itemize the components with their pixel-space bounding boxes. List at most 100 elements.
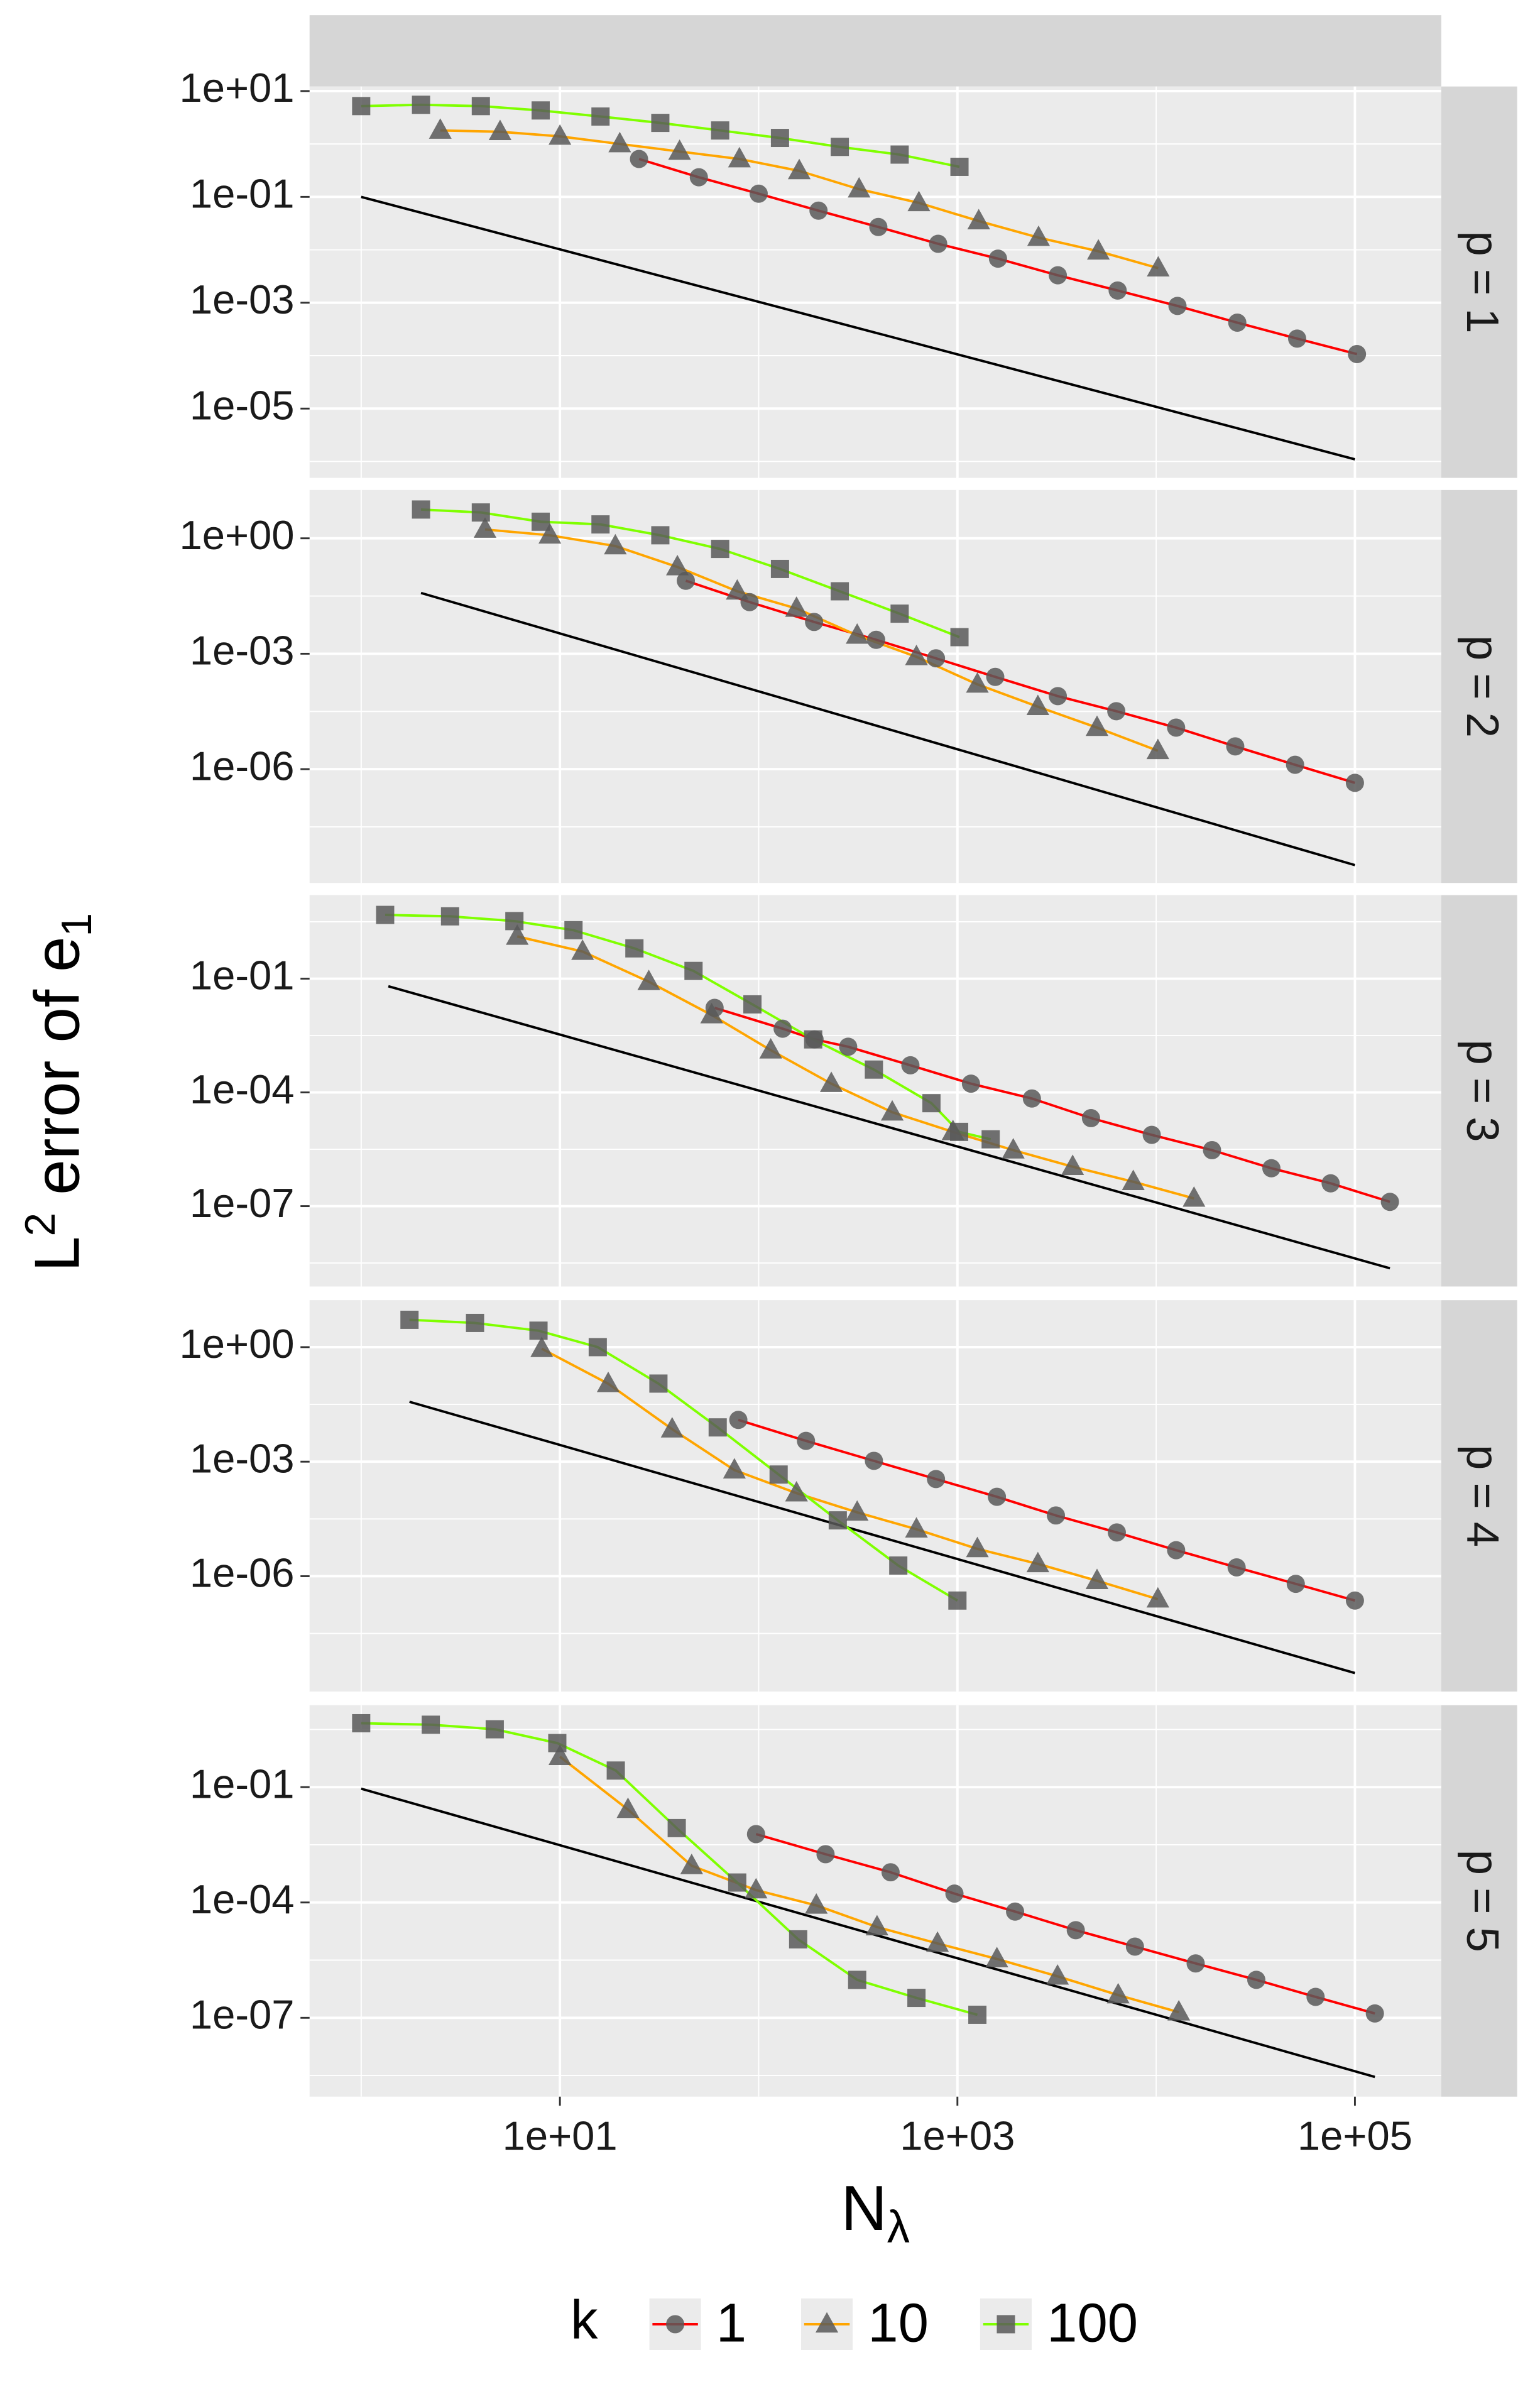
point xyxy=(839,1037,858,1056)
legend-label: 1 xyxy=(716,2293,746,2354)
point xyxy=(981,1130,1000,1149)
point xyxy=(649,1374,668,1393)
point xyxy=(968,2005,987,2024)
point xyxy=(789,1930,807,1949)
y-tick-label: 1e+01 xyxy=(179,65,294,111)
point xyxy=(549,124,572,145)
point xyxy=(1087,239,1110,260)
point xyxy=(677,571,696,590)
point xyxy=(831,582,849,601)
point xyxy=(571,939,594,960)
y-tick-label: 1e-06 xyxy=(190,743,295,789)
point xyxy=(746,1825,765,1844)
point xyxy=(846,623,869,644)
point xyxy=(1286,1575,1305,1593)
point xyxy=(1146,738,1169,760)
point xyxy=(596,1371,620,1392)
point xyxy=(805,1893,828,1914)
point xyxy=(1262,1159,1281,1178)
x-tick-label: 1e+05 xyxy=(1297,2113,1412,2159)
point xyxy=(865,1060,883,1079)
point xyxy=(785,1480,808,1502)
point xyxy=(637,970,660,990)
point xyxy=(985,1947,1008,1967)
point xyxy=(804,1030,822,1049)
point xyxy=(651,526,670,545)
point xyxy=(1345,1591,1364,1610)
point xyxy=(1287,329,1306,348)
y-tick-label: 1e-01 xyxy=(190,953,295,998)
point xyxy=(745,1877,768,1899)
series-line xyxy=(409,1318,958,1602)
legend-marker xyxy=(997,2315,1015,2334)
point xyxy=(948,1591,967,1610)
point xyxy=(831,138,849,156)
panel-strip xyxy=(1441,895,1517,1287)
y-tick-label: 1e-07 xyxy=(190,1180,295,1226)
panel-background xyxy=(309,86,1441,478)
point xyxy=(591,107,610,126)
point xyxy=(1167,1541,1186,1560)
y-title-part: L xyxy=(22,1237,93,1272)
legend-marker xyxy=(815,2312,839,2333)
point xyxy=(1348,345,1367,364)
point xyxy=(666,555,689,576)
point xyxy=(711,121,729,140)
point xyxy=(400,1310,419,1329)
y-title-part: error of e xyxy=(22,936,93,1213)
y-tick-label: 1e-03 xyxy=(190,276,295,322)
strip-label: p = 5 xyxy=(1457,1850,1508,1952)
point xyxy=(532,512,550,531)
point xyxy=(966,672,989,693)
point xyxy=(352,1714,371,1732)
point xyxy=(729,1411,748,1429)
point xyxy=(950,1122,969,1141)
point xyxy=(966,1536,989,1558)
point xyxy=(770,129,789,148)
reference-line xyxy=(420,591,1355,866)
point xyxy=(1047,1506,1066,1525)
point xyxy=(1027,225,1051,246)
point xyxy=(529,1321,548,1340)
point xyxy=(505,912,524,931)
point xyxy=(1108,281,1127,300)
point xyxy=(684,961,703,980)
point xyxy=(1365,2004,1384,2023)
y-tick-label: 1e+00 xyxy=(179,512,294,558)
point xyxy=(1108,1523,1126,1542)
point xyxy=(945,1884,964,1903)
point xyxy=(532,101,550,120)
point xyxy=(787,158,811,180)
point xyxy=(588,1338,607,1357)
strip-label: p = 3 xyxy=(1457,1039,1508,1142)
point xyxy=(506,924,529,945)
point xyxy=(689,168,708,187)
point xyxy=(1227,1558,1246,1577)
panel-background xyxy=(309,1300,1441,1692)
point xyxy=(1142,1125,1161,1144)
point xyxy=(805,613,824,631)
point xyxy=(604,533,627,555)
y-tick-label: 1e-04 xyxy=(190,1066,295,1112)
point xyxy=(1182,1186,1206,1207)
point xyxy=(422,1715,440,1734)
point xyxy=(967,209,990,230)
point xyxy=(1167,2000,1191,2021)
point xyxy=(530,1336,554,1357)
point xyxy=(668,139,691,160)
point xyxy=(1345,773,1364,792)
top-strip xyxy=(309,15,1441,87)
point xyxy=(1321,1174,1340,1193)
point xyxy=(950,628,969,647)
point xyxy=(988,249,1007,268)
legend-title: k xyxy=(571,2290,598,2351)
point xyxy=(881,1863,900,1882)
point xyxy=(901,1056,920,1074)
point xyxy=(866,630,885,649)
point xyxy=(1146,1587,1169,1608)
point xyxy=(865,1915,888,1936)
point xyxy=(485,1720,504,1739)
strip-label: p = 1 xyxy=(1457,231,1508,334)
